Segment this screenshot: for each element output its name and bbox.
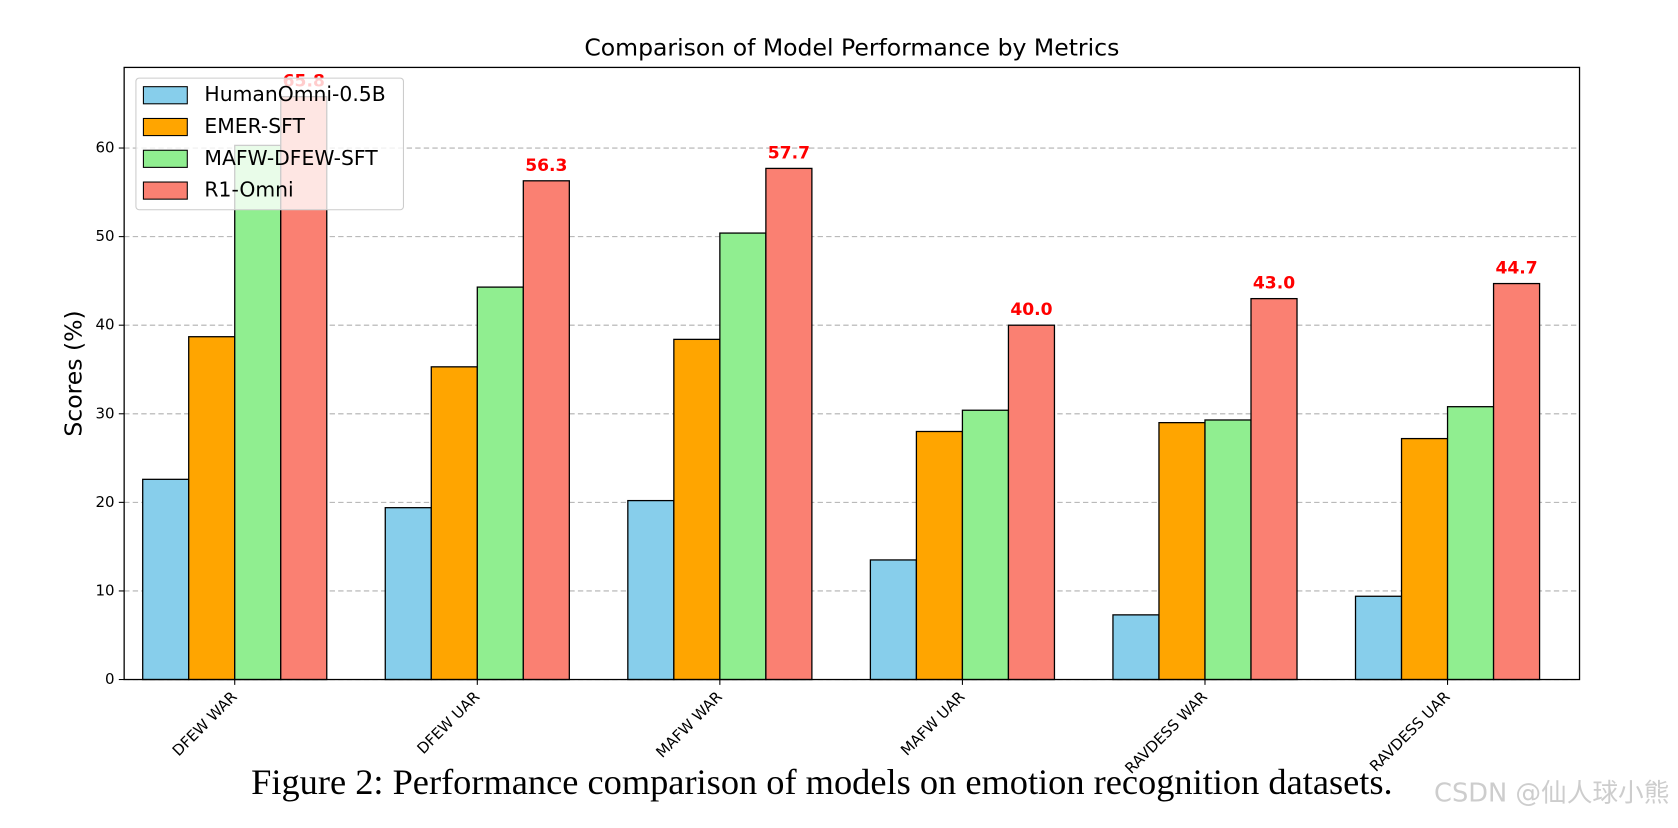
bar [719,232,767,681]
watermark: CSDN @仙人球小熊 [1434,779,1669,809]
y-tick-label: 0 [105,670,115,688]
x-tick-label: MAFW WAR [652,688,726,762]
value-label: 56.3 [525,156,567,176]
y-tick-label: 10 [95,581,114,599]
bar [476,286,524,681]
legend-swatch [142,117,188,137]
bar [1007,324,1056,681]
bar [1400,437,1449,681]
bar [765,167,813,681]
value-label: 44.7 [1495,259,1537,279]
y-tick-label: 20 [95,493,114,511]
value-label: 40.0 [1010,300,1052,320]
bar [1112,614,1160,681]
legend-box [135,77,404,211]
y-tick-label: 30 [95,404,114,422]
bar [430,366,478,681]
x-tick-label: MAFW UAR [897,688,968,759]
bar [1446,406,1495,681]
value-label: 43.0 [1253,274,1295,294]
bar [522,180,570,681]
bar [234,144,282,681]
caption: Figure 2: Performance comparison of mode… [251,762,1393,802]
y-tick-label: 40 [95,316,114,334]
bar [1158,421,1206,681]
bar [869,559,918,681]
chart-title: Comparison of Model Performance by Metri… [584,34,1119,62]
legend-label: MAFW-DFEW-SFT [204,146,378,170]
legend-label: R1-Omni [204,178,293,202]
bar [1250,297,1298,681]
legend-label: EMER-SFT [204,114,305,138]
bar [627,499,675,681]
x-tick-label: DFEW WAR [169,688,241,760]
bar [915,430,964,681]
legend-label: HumanOmni-0.5B [204,82,385,106]
x-tick-label: RAVDESS UAR [1366,688,1453,775]
bar [1204,419,1252,681]
y-tick-label: 50 [95,227,114,245]
bar [961,409,1010,681]
bar [1354,595,1403,681]
bar [142,478,190,681]
plot-frame [123,66,1581,681]
y-tick-label: 60 [95,139,114,157]
legend-swatch [142,149,188,168]
value-label: 57.7 [768,143,810,163]
y-axis-label: Scores (%) [59,310,87,436]
legend-swatch [142,181,188,200]
x-tick-label: DFEW UAR [413,688,483,758]
bar [384,507,432,681]
bar [1492,282,1541,681]
legend-swatch [142,86,188,105]
bar [188,336,236,681]
bar [673,338,721,681]
